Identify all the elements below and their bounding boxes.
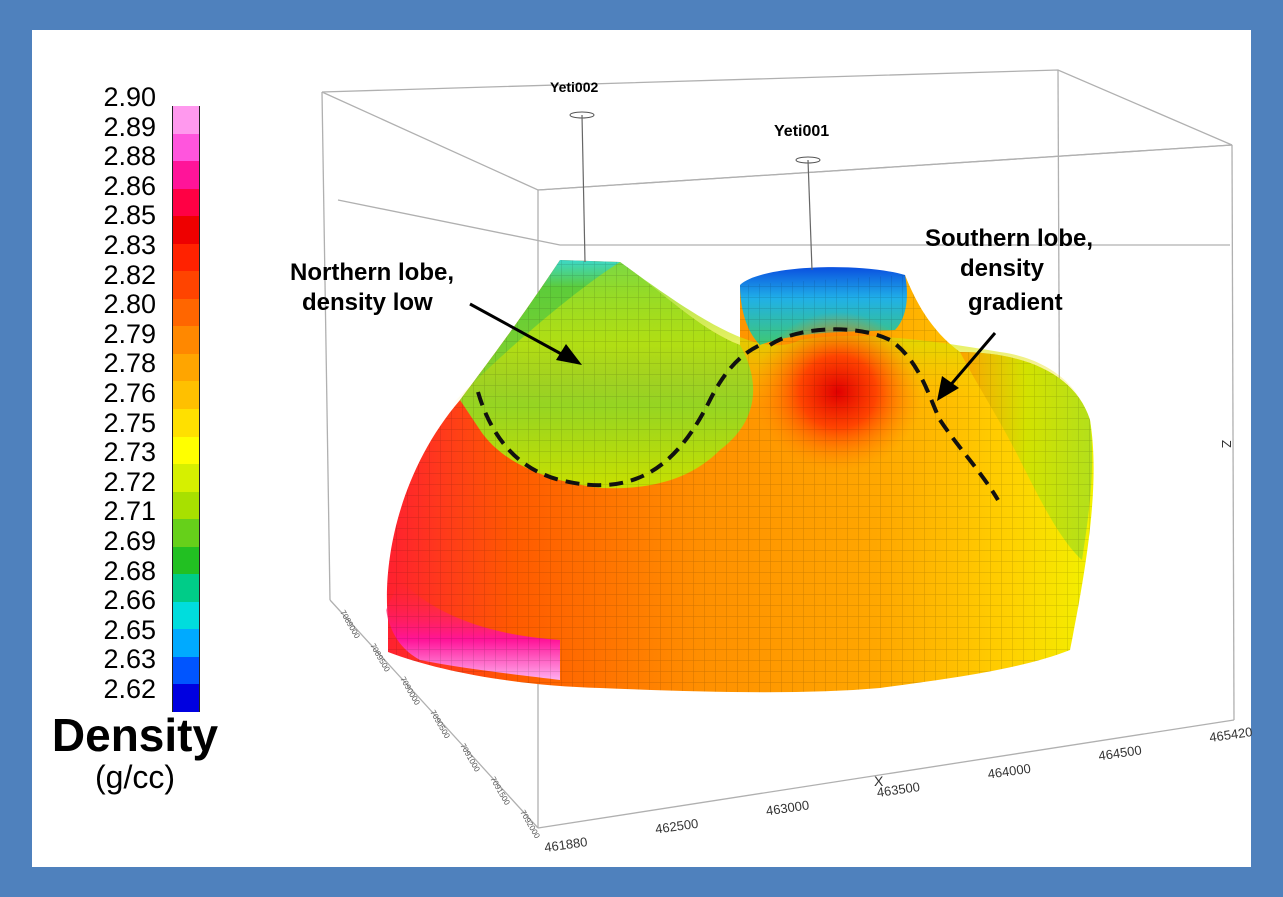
colorbar-swatch: [172, 188, 200, 217]
x-axis-ticks: 461880 462500 463000 463500 464000 464500 4654…: [543, 724, 1253, 855]
colorbar-tick-label: 2.72: [103, 466, 156, 497]
x-tick-label: 462500: [654, 816, 699, 837]
colorbar-title-unit: (g/cc): [95, 759, 175, 795]
colorbar-swatch: [172, 133, 200, 162]
colorbar-swatch: [172, 161, 200, 190]
colorbar-title-main: Density: [51, 709, 219, 761]
y-tick-label: 7090000: [398, 675, 422, 707]
colorbar-tick-label: 2.66: [103, 585, 156, 616]
colorbar-tick-label: 2.86: [103, 170, 156, 201]
northern-arrow: [469, 302, 566, 358]
colorbar-swatch: [172, 298, 200, 327]
annotation-southern-lobe-line2: density: [960, 255, 1045, 282]
model-bounding-box: [321, 69, 1235, 829]
x-tick-label: 463000: [765, 797, 810, 818]
colorbar-swatch: [172, 326, 200, 355]
annotation-northern-lobe-line2: density low: [302, 289, 433, 316]
y-tick-label: 7090500: [428, 709, 452, 741]
x-tick-label: 465420: [1208, 724, 1253, 745]
northern-lobe-outline: [476, 343, 761, 488]
colorbar-tick-label: 2.73: [103, 437, 156, 468]
colorbar-swatch: [172, 353, 200, 382]
colorbar-swatch: [172, 216, 200, 245]
annotation-southern-lobe-line3: gradient: [968, 289, 1063, 316]
annotation-northern-lobe-line1: Northern lobe,: [290, 259, 454, 286]
colorbar-swatch: [172, 684, 200, 713]
southern-lobe-outline: [768, 327, 1000, 502]
colorbar-tick-label: 2.88: [103, 141, 156, 172]
colorbar-swatch: [172, 656, 200, 685]
colorbar-tick-label: 2.76: [103, 378, 156, 408]
colorbar-tick-label: 2.89: [103, 111, 156, 142]
well-label-yeti001: Yeti001: [774, 123, 829, 140]
well-label-yeti002: Yeti002: [550, 79, 598, 95]
colorbar-swatch: [172, 436, 200, 465]
x-tick-label: 463500: [876, 779, 921, 800]
colorbar-tick-label: 2.82: [103, 259, 156, 290]
colorbar-swatch: [172, 491, 200, 520]
annotation-arrows: [469, 302, 997, 401]
y-tick-label: 7091500: [488, 775, 512, 807]
colorbar-tick-label: 2.63: [103, 644, 156, 675]
colorbar-swatch: [172, 271, 200, 300]
colorbar-swatch: [172, 106, 200, 135]
colorbar-tick-label: 2.90: [103, 82, 156, 112]
colorbar-tick-label: 2.83: [103, 230, 156, 260]
colorbar-tick-label: 2.80: [103, 289, 156, 320]
colorbar-tick-label: 2.69: [103, 526, 156, 556]
z-axis-label: Z: [1219, 440, 1234, 448]
colorbar-swatch: [172, 574, 200, 603]
colorbar-swatch: [172, 546, 200, 575]
colorbar-swatch: [172, 409, 200, 438]
southern-arrow: [946, 332, 997, 389]
x-tick-label: 461880: [543, 834, 588, 855]
colorbar-title: Density (g/cc): [20, 710, 250, 794]
y-tick-label: 7089000: [338, 609, 362, 641]
colorbar-tick-label: 2.75: [103, 407, 156, 438]
x-tick-label: 464500: [1097, 742, 1142, 763]
x-tick-label: 464000: [987, 761, 1032, 782]
colorbar-tick-label: 2.85: [103, 200, 156, 231]
colorbar-tick-label: 2.79: [103, 318, 156, 349]
wells: Yeti002 Yeti001: [550, 79, 829, 271]
colorbar-swatch: [172, 381, 200, 410]
well-yeti001-trace: [807, 159, 813, 271]
colorbar-tick-label: 2.68: [103, 555, 156, 586]
x-axis-label: X: [874, 773, 884, 789]
well-yeti002-trace: [581, 114, 586, 263]
density-voxel-body: [386, 260, 1094, 693]
colorbar-swatch: [172, 519, 200, 548]
colorbar-swatch: [172, 629, 200, 658]
colorbar-swatch: [172, 243, 200, 272]
colorbar-tick-label: 2.71: [103, 496, 156, 527]
colorbar-tick-label: 2.62: [103, 674, 156, 704]
annotation-southern-lobe-line1: Southern lobe,: [925, 225, 1093, 252]
colorbar-swatch: [172, 464, 200, 493]
colorbar-swatch: [172, 601, 200, 630]
colorbar-tick-label: 2.78: [103, 348, 156, 379]
colorbar-tick-label: 2.65: [103, 614, 156, 645]
y-tick-label: 7091000: [458, 742, 482, 774]
